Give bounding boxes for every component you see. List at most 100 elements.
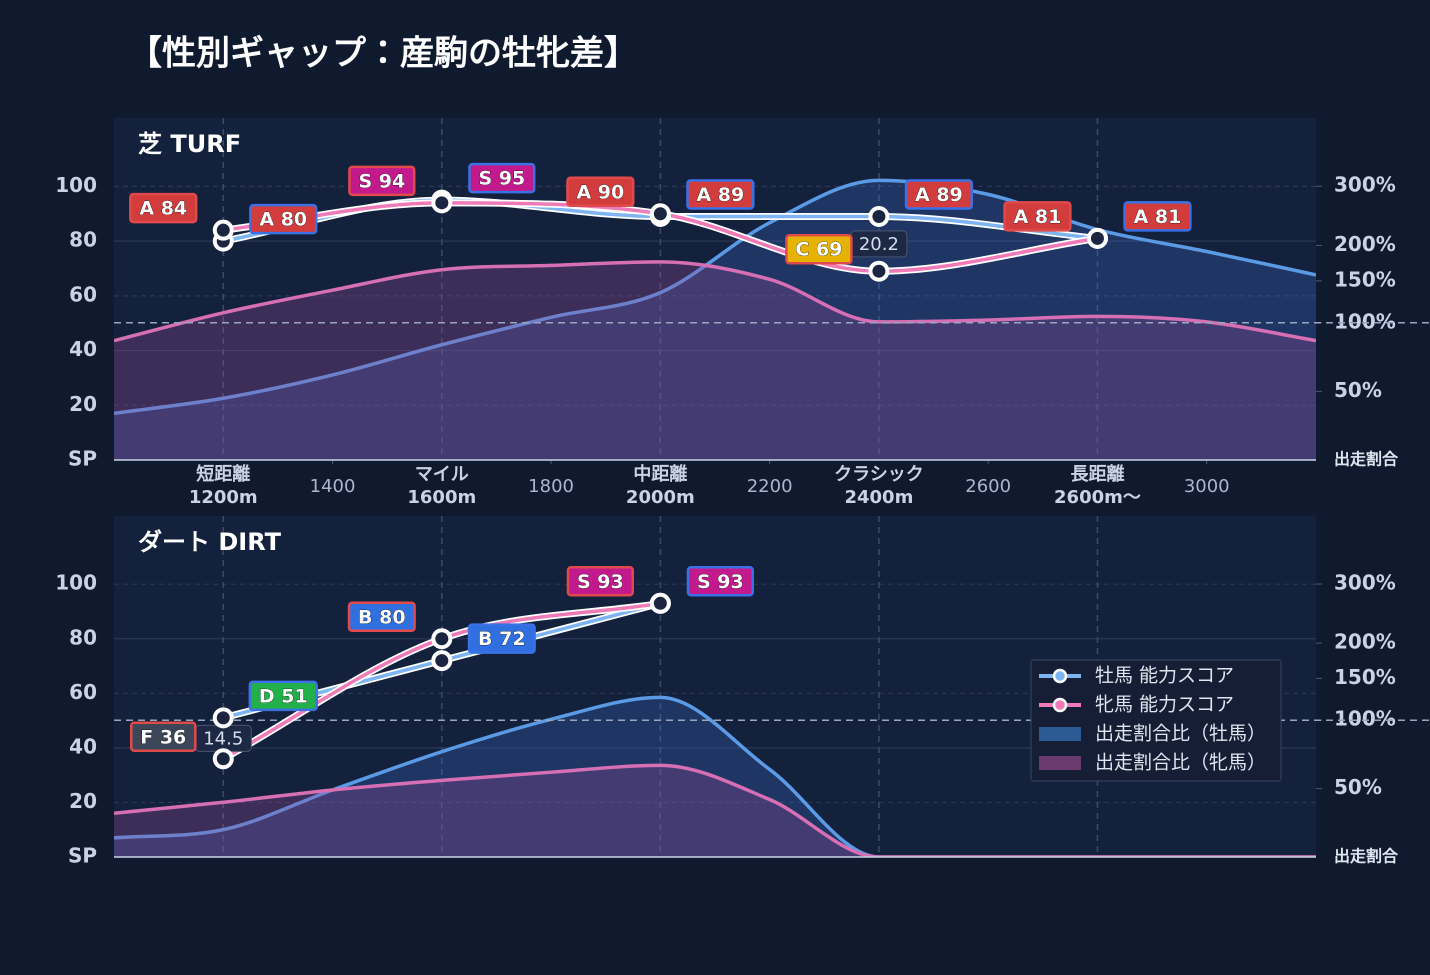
x-tick-label: 2200 — [747, 476, 793, 497]
y-tick-label: 20 — [69, 392, 97, 416]
y2-tick-label: 100% — [1334, 309, 1396, 333]
value-label: C 69 — [795, 239, 842, 261]
x-tick-label: クラシック — [834, 464, 924, 485]
value-label: D 51 — [259, 685, 308, 707]
y2-tick-label: 300% — [1334, 571, 1396, 595]
area-line — [114, 260, 1316, 343]
point — [431, 192, 453, 214]
y2-tick-label: 200% — [1334, 232, 1396, 256]
value-label: A 80 — [259, 209, 307, 231]
legend-label: 出走割合比（牡馬） — [1095, 723, 1266, 745]
value-label-box — [566, 566, 634, 597]
subplot: SP2040608010050%100%150%200%300%出走割合短距離1… — [55, 118, 1430, 508]
value-label-box — [468, 162, 536, 194]
subplot-title: 芝 TURF — [138, 130, 241, 158]
legend-swatch — [1039, 756, 1081, 770]
x-tick-label: 2000m — [626, 487, 695, 508]
value-label: S 94 — [358, 170, 405, 192]
y2-tick-label: 150% — [1334, 267, 1396, 291]
y2-axis-label: 出走割合 — [1334, 847, 1399, 866]
value-label: A 89 — [915, 184, 963, 206]
value-label-box — [467, 623, 536, 654]
page-title: 【性別ギャップ：産駒の牡牝差】 — [128, 34, 638, 74]
value-label: F 36 — [140, 726, 186, 748]
x-tick-label: マイル — [415, 464, 469, 485]
y-tick-label: 80 — [69, 625, 97, 649]
x-tick-label: 1600m — [407, 487, 476, 508]
legend-label: 出走割合比（牝馬） — [1095, 752, 1266, 774]
value-label-box — [686, 566, 754, 597]
point — [868, 205, 890, 227]
point — [649, 592, 671, 614]
value-label-box — [129, 192, 198, 224]
value-label-box — [347, 601, 416, 633]
subplot: SP 20 40 60 80 100 50% 100% 150% 200% 300% 出走割合 14.5… — [55, 516, 1430, 868]
value-label: S 95 — [478, 168, 525, 190]
x-tick-label: 1400 — [310, 476, 356, 497]
value-label: B 72 — [478, 628, 526, 650]
value-label: A 89 — [696, 184, 744, 206]
value-label-box — [785, 233, 853, 265]
x-tick-label: 短距離 — [196, 463, 250, 485]
value-label-box — [904, 179, 974, 210]
x-tick-label: 2600 — [965, 476, 1011, 497]
legend-swatch — [1039, 727, 1081, 741]
y-tick-label: SP — [68, 447, 97, 471]
y-tick-label: 100 — [55, 173, 97, 197]
value-label: S 93 — [697, 571, 744, 593]
x-tick-label: 長距離 — [1070, 463, 1124, 485]
point — [649, 203, 671, 225]
legend-label: 牡馬 能力スコア — [1095, 665, 1234, 687]
y2-tick-label: 50% — [1334, 378, 1382, 402]
y2-tick-label: 50% — [1334, 775, 1382, 799]
legend-marker — [1052, 668, 1068, 684]
subplot-title: ダート DIRT — [138, 528, 282, 556]
value-label-box — [249, 203, 318, 235]
legend-marker — [1052, 697, 1068, 713]
point — [212, 748, 234, 770]
y-tick-label: SP — [68, 844, 97, 868]
value-label: A 84 — [139, 198, 187, 220]
area — [114, 765, 1316, 857]
legend-label: 牝馬 能力スコア — [1095, 694, 1234, 716]
x-tick-label: 1800 — [528, 476, 574, 497]
value-label-box — [1123, 201, 1192, 232]
annotation: 20.2 — [859, 234, 899, 255]
point — [431, 628, 453, 650]
point — [212, 707, 234, 729]
y2-tick-label: 100% — [1334, 707, 1396, 731]
x-tick-label: 2600m〜 — [1054, 487, 1141, 508]
value-label-box — [129, 721, 197, 753]
value-label: S 93 — [577, 571, 624, 593]
value-label: A 81 — [1014, 206, 1062, 228]
legend-box — [1030, 659, 1282, 782]
y-tick-label: 20 — [69, 789, 97, 813]
value-label-box — [248, 680, 318, 712]
y-tick-label: 100 — [55, 571, 97, 595]
value-label-box — [348, 165, 416, 197]
point — [868, 260, 890, 282]
area — [114, 261, 1316, 460]
point — [1086, 227, 1108, 249]
y-tick-label: 60 — [69, 680, 97, 704]
y2-tick-label: 200% — [1334, 630, 1396, 654]
y2-axis-label: 出走割合 — [1334, 450, 1399, 469]
point — [212, 219, 234, 241]
y2-tick-label: 300% — [1334, 173, 1396, 197]
value-label: A 90 — [576, 181, 624, 203]
value-label-box — [1003, 201, 1072, 232]
y-tick-label: 40 — [69, 734, 97, 758]
x-tick-label: 2400m — [844, 487, 913, 508]
x-tick-label: 中距離 — [633, 463, 687, 485]
x-tick-label: 3000 — [1184, 476, 1230, 497]
value-label: A 81 — [1134, 206, 1182, 228]
area-line — [114, 178, 1316, 416]
y2-tick-label: 150% — [1334, 665, 1396, 689]
point — [431, 650, 453, 672]
value-label-box — [566, 176, 635, 208]
value-label: B 80 — [358, 606, 406, 628]
y-tick-label: 40 — [69, 337, 97, 361]
y-tick-label: 80 — [69, 228, 97, 252]
